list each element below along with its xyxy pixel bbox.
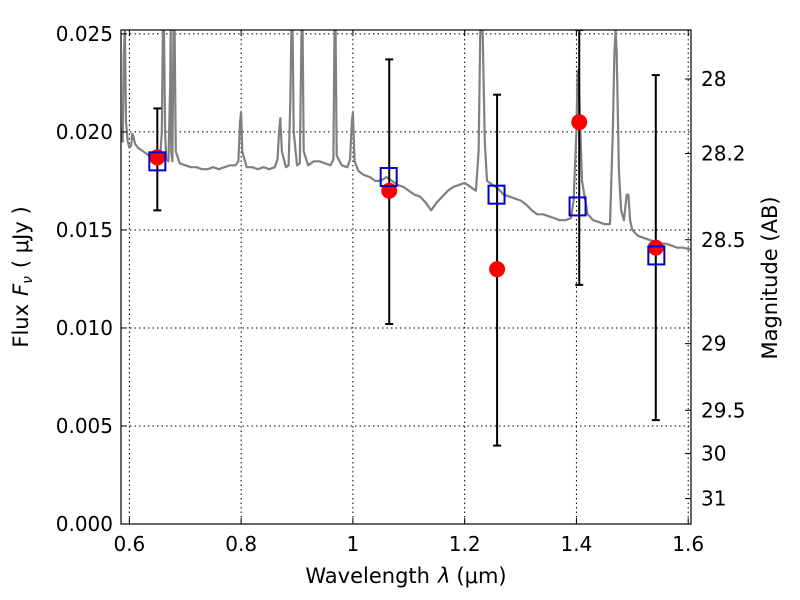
x-axis-label-symbol: λ bbox=[437, 564, 450, 588]
observed-point bbox=[489, 261, 506, 278]
x-tick-label: 0.8 bbox=[225, 532, 257, 556]
axis-ticks: 0.6 0.8 1 1.2 1.4 1.6 0.000 0.005 0.010 0.015 0.02… bbox=[56, 22, 746, 556]
model-point bbox=[148, 151, 167, 172]
y-tick-label: 0.005 bbox=[56, 414, 113, 438]
magnitude-tick-label: 28.5 bbox=[701, 228, 746, 252]
x-tick-label: 1.4 bbox=[561, 532, 593, 556]
y-tick-label: 0.020 bbox=[56, 120, 113, 144]
x-axis-label-unit: (μm) bbox=[456, 564, 506, 588]
model-point bbox=[379, 167, 398, 188]
y-axis-label-subscript: ν bbox=[20, 276, 36, 284]
y-axis-label-text: Flux bbox=[9, 304, 33, 348]
plot-frame bbox=[120, 29, 692, 525]
magnitude-tick-label: 28.2 bbox=[701, 142, 746, 166]
y-tick-label: 0.010 bbox=[56, 316, 113, 340]
x-tick-label: 0.6 bbox=[113, 532, 145, 556]
magnitude-tick-label: 30 bbox=[701, 441, 726, 465]
x-axis-label: Wavelength λ (μm) bbox=[305, 564, 506, 588]
y-tick-label: 0.025 bbox=[56, 22, 113, 46]
x-tick-label: 1.2 bbox=[449, 532, 481, 556]
magnitude-tick-label: 29 bbox=[701, 332, 726, 356]
model-point bbox=[568, 196, 587, 217]
y-tick-label: 0.000 bbox=[56, 512, 113, 536]
y-axis-label: Flux Fν ( μJy ) bbox=[9, 206, 36, 347]
model-point bbox=[647, 245, 666, 266]
observed-point bbox=[149, 149, 166, 166]
x-tick-label: 1 bbox=[347, 532, 360, 556]
magnitude-axis-label: Magnitude (AB) bbox=[758, 196, 782, 359]
magnitude-tick-label: 28 bbox=[701, 67, 726, 91]
x-axis-label-text: Wavelength bbox=[305, 564, 430, 588]
data-points bbox=[148, 114, 666, 278]
grid bbox=[121, 30, 691, 524]
model-spectrum-line bbox=[121, 30, 691, 251]
magnitude-tick-label: 31 bbox=[701, 487, 726, 511]
y-tick-label: 0.015 bbox=[56, 218, 113, 242]
x-tick-label: 1.6 bbox=[672, 532, 704, 556]
observed-point bbox=[647, 239, 664, 256]
magnitude-tick-label: 29.5 bbox=[701, 398, 746, 422]
model-point bbox=[487, 184, 506, 205]
error-bars bbox=[153, 30, 660, 447]
y-axis-label-unit: ( μJy ) bbox=[9, 206, 33, 268]
observed-point bbox=[571, 114, 588, 131]
y-axis-label-symbol: F bbox=[9, 283, 33, 296]
